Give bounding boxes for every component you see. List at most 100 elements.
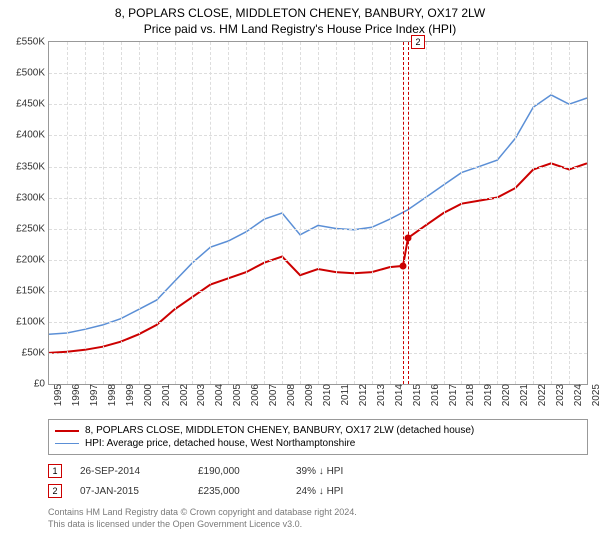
gridline-v bbox=[282, 42, 283, 384]
transaction-pct: 24% ↓ HPI bbox=[296, 486, 386, 497]
marker-dot bbox=[405, 235, 412, 242]
legend-row: HPI: Average price, detached house, West… bbox=[55, 437, 581, 450]
y-axis-label: £150K bbox=[16, 285, 49, 296]
chart-container: 8, POPLARS CLOSE, MIDDLETON CHENEY, BANB… bbox=[0, 0, 600, 560]
footer-line-1: Contains HM Land Registry data © Crown c… bbox=[48, 507, 588, 519]
y-axis-label: £250K bbox=[16, 223, 49, 234]
x-axis-label: 1999 bbox=[123, 384, 136, 406]
marker-dot bbox=[400, 263, 407, 270]
gridline-v bbox=[479, 42, 480, 384]
x-axis-label: 2023 bbox=[553, 384, 566, 406]
x-axis-label: 2009 bbox=[302, 384, 315, 406]
gridline-v bbox=[461, 42, 462, 384]
x-axis-label: 2004 bbox=[212, 384, 225, 406]
gridline-v bbox=[569, 42, 570, 384]
x-axis-label: 2001 bbox=[159, 384, 172, 406]
gridline-v bbox=[426, 42, 427, 384]
gridline-v bbox=[121, 42, 122, 384]
gridline-v bbox=[85, 42, 86, 384]
legend-swatch bbox=[55, 430, 79, 432]
x-axis-label: 1995 bbox=[51, 384, 64, 406]
marker-line bbox=[408, 42, 409, 384]
x-axis-label: 2006 bbox=[248, 384, 261, 406]
x-axis-label: 2017 bbox=[446, 384, 459, 406]
y-axis-label: £50K bbox=[22, 348, 49, 359]
title-line-2: Price paid vs. HM Land Registry's House … bbox=[0, 22, 600, 38]
x-axis-label: 1996 bbox=[69, 384, 82, 406]
footer-text: Contains HM Land Registry data © Crown c… bbox=[48, 507, 588, 530]
legend-row: 8, POPLARS CLOSE, MIDDLETON CHENEY, BANB… bbox=[55, 424, 581, 437]
x-axis-label: 2007 bbox=[266, 384, 279, 406]
legend-label: HPI: Average price, detached house, West… bbox=[85, 438, 355, 449]
title-block: 8, POPLARS CLOSE, MIDDLETON CHENEY, BANB… bbox=[0, 0, 600, 41]
gridline-v bbox=[300, 42, 301, 384]
legend-label: 8, POPLARS CLOSE, MIDDLETON CHENEY, BANB… bbox=[85, 425, 474, 436]
x-axis-label: 2011 bbox=[338, 384, 351, 406]
x-axis-label: 2012 bbox=[356, 384, 369, 406]
transaction-pct: 39% ↓ HPI bbox=[296, 466, 386, 477]
gridline-v bbox=[354, 42, 355, 384]
gridline-v bbox=[157, 42, 158, 384]
y-axis-label: £450K bbox=[16, 99, 49, 110]
x-axis-label: 2025 bbox=[589, 384, 600, 406]
x-axis-label: 2010 bbox=[320, 384, 333, 406]
gridline-v bbox=[444, 42, 445, 384]
y-axis-label: £400K bbox=[16, 130, 49, 141]
x-axis-label: 2003 bbox=[194, 384, 207, 406]
x-axis-label: 2020 bbox=[499, 384, 512, 406]
gridline-v bbox=[175, 42, 176, 384]
x-axis-label: 2013 bbox=[374, 384, 387, 406]
x-axis-label: 2018 bbox=[463, 384, 476, 406]
title-line-1: 8, POPLARS CLOSE, MIDDLETON CHENEY, BANB… bbox=[0, 6, 600, 22]
plot-region: £0£50K£100K£150K£200K£250K£300K£350K£400… bbox=[48, 41, 588, 385]
x-axis-label: 2014 bbox=[392, 384, 405, 406]
x-axis-label: 2019 bbox=[481, 384, 494, 406]
transaction-row: 207-JAN-2015£235,00024% ↓ HPI bbox=[48, 481, 588, 501]
gridline-v bbox=[390, 42, 391, 384]
transaction-date: 07-JAN-2015 bbox=[80, 486, 180, 497]
gridline-v bbox=[228, 42, 229, 384]
gridline-v bbox=[67, 42, 68, 384]
gridline-v bbox=[192, 42, 193, 384]
gridline-v bbox=[264, 42, 265, 384]
x-axis-label: 2024 bbox=[571, 384, 584, 406]
gridline-v bbox=[515, 42, 516, 384]
transaction-row: 1 26-SEP-2014 £190,000 39% ↓ HPI bbox=[48, 461, 588, 481]
y-axis-label: £0 bbox=[34, 379, 49, 390]
gridline-v bbox=[533, 42, 534, 384]
transaction-number: 1 bbox=[48, 464, 62, 478]
chart-area: £0£50K£100K£150K£200K£250K£300K£350K£400… bbox=[48, 41, 588, 411]
transaction-price: £190,000 bbox=[198, 466, 278, 477]
legend-box: 8, POPLARS CLOSE, MIDDLETON CHENEY, BANB… bbox=[48, 419, 588, 455]
y-axis-label: £200K bbox=[16, 254, 49, 265]
gridline-v bbox=[497, 42, 498, 384]
marker-line bbox=[403, 42, 404, 384]
gridline-v bbox=[139, 42, 140, 384]
gridline-v bbox=[246, 42, 247, 384]
gridline-v bbox=[336, 42, 337, 384]
y-axis-label: £100K bbox=[16, 317, 49, 328]
gridline-v bbox=[551, 42, 552, 384]
y-axis-label: £300K bbox=[16, 192, 49, 203]
gridline-v bbox=[372, 42, 373, 384]
x-axis-label: 2002 bbox=[177, 384, 190, 406]
x-axis-label: 2021 bbox=[517, 384, 530, 406]
x-axis-label: 2000 bbox=[141, 384, 154, 406]
x-axis-label: 2008 bbox=[284, 384, 297, 406]
x-axis-label: 1998 bbox=[105, 384, 118, 406]
gridline-v bbox=[103, 42, 104, 384]
gridline-v bbox=[210, 42, 211, 384]
transaction-number: 2 bbox=[48, 484, 62, 498]
y-axis-label: £500K bbox=[16, 68, 49, 79]
transaction-table: 1 26-SEP-2014 £190,000 39% ↓ HPI 2 07-JAN-201… bbox=[48, 461, 588, 501]
x-axis-label: 2005 bbox=[230, 384, 243, 406]
y-axis-label: £350K bbox=[16, 161, 49, 172]
x-axis-label: 2016 bbox=[428, 384, 441, 406]
legend-swatch bbox=[55, 443, 79, 444]
transaction-date: 26-SEP-2014 bbox=[80, 466, 180, 477]
y-axis-label: £550K bbox=[16, 37, 49, 48]
x-axis-label: 2015 bbox=[410, 384, 423, 406]
x-axis-label: 1997 bbox=[87, 384, 100, 406]
marker-box: 2 bbox=[411, 35, 425, 49]
x-axis-label: 2022 bbox=[535, 384, 548, 406]
